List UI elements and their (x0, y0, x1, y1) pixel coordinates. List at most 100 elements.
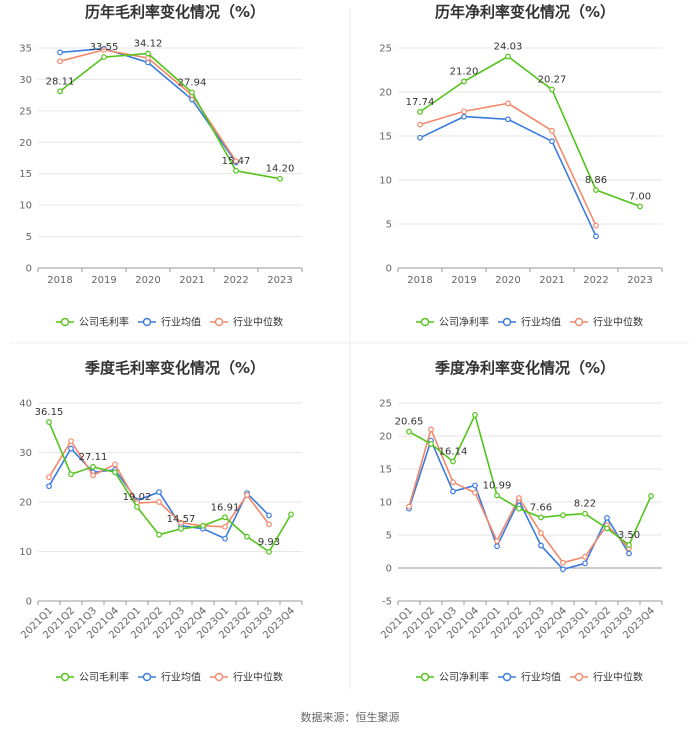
annual-net-margin-chart: 历年净利率变化情况（%） 0 5 10 15 20 25 2018 2019 2020 2021 20… (379, 3, 663, 329)
data-label: 27.11 (79, 452, 108, 463)
legend-item-median[interactable]: 行业中位数 (570, 671, 643, 684)
data-point-company (450, 458, 456, 465)
data-point-average (560, 566, 566, 573)
data-point-company (472, 411, 478, 418)
legend-item-company[interactable]: 公司毛利率 (56, 316, 129, 329)
x-tick-label: 2018 (407, 275, 432, 286)
data-point-median (266, 521, 272, 528)
data-point-median (505, 100, 511, 107)
legend-item-median[interactable]: 行业中位数 (210, 671, 283, 684)
x-tick-label: 2019 (451, 275, 476, 286)
legend-swatch-marker (60, 672, 70, 682)
legend-label: 行业均值 (161, 316, 201, 329)
chart-title: 历年净利率变化情况（%） (435, 3, 615, 21)
data-point-company (222, 514, 228, 521)
series-line-company (59, 52, 281, 180)
data-point-average (626, 550, 632, 557)
y-tick-label: 10 (379, 176, 392, 187)
data-point-median (593, 222, 599, 229)
data-label: 36.15 (35, 407, 64, 418)
data-point-median (494, 538, 500, 544)
data-point-average (538, 542, 544, 549)
y-tick-label: 0 (386, 564, 392, 575)
data-point-median (461, 108, 467, 115)
data-label: 10.99 (483, 480, 512, 491)
y-tick-label: 20 (19, 138, 32, 149)
data-point-company (516, 505, 522, 512)
x-tick-label: 2019 (91, 275, 116, 286)
legend-label: 公司毛利率 (79, 316, 129, 329)
data-point-median (450, 479, 456, 486)
legend-item-company[interactable]: 公司净利率 (416, 316, 489, 329)
data-point-company (57, 88, 63, 95)
x-tick-label: 2022 (583, 275, 608, 286)
legend-label: 公司毛利率 (79, 671, 129, 684)
data-point-median (68, 438, 74, 445)
legend-item-company[interactable]: 公司毛利率 (56, 671, 129, 684)
legend-swatch-marker (502, 317, 512, 327)
data-point-median (406, 503, 412, 510)
legend-item-company[interactable]: 公司净利率 (416, 671, 489, 684)
data-point-average (472, 482, 478, 489)
x-tick-label: 2023 (267, 275, 292, 286)
data-point-average (417, 134, 423, 141)
y-tick-label: 5 (26, 232, 32, 243)
legend-swatch-marker (214, 317, 224, 327)
data-point-company (582, 510, 588, 517)
data-point-company (145, 50, 151, 57)
legend-swatch-marker (142, 317, 152, 327)
legend-item-average[interactable]: 行业均值 (498, 671, 561, 684)
y-tick-label: 0 (26, 264, 32, 275)
data-point-company (560, 512, 566, 519)
x-tick-label: 2018 (47, 275, 72, 286)
legend-item-median[interactable]: 行业中位数 (210, 316, 283, 329)
data-point-average (68, 445, 74, 452)
legend-item-average[interactable]: 行业均值 (498, 316, 561, 329)
data-point-median (417, 121, 423, 128)
chart-title: 季度毛利率变化情况（%） (85, 359, 265, 377)
data-point-company (593, 187, 599, 193)
data-point-company (604, 525, 610, 532)
data-point-median (90, 472, 96, 479)
legend-label: 行业均值 (521, 671, 561, 684)
data-label: 3.50 (618, 530, 640, 541)
data-point-company (637, 203, 643, 210)
y-tick-label: 10 (19, 547, 32, 558)
data-point-average (46, 483, 52, 490)
y-tick-label: 25 (379, 399, 392, 410)
legend-item-average[interactable]: 行业均值 (138, 671, 201, 684)
data-label: 7.00 (629, 191, 651, 202)
data-point-average (604, 514, 610, 521)
data-point-average (582, 560, 588, 567)
data-point-median (233, 158, 239, 165)
data-point-company (538, 514, 544, 521)
y-tick-label: 20 (379, 432, 392, 443)
data-point-median (516, 495, 522, 501)
legend-label: 公司净利率 (439, 316, 489, 329)
legend-item-average[interactable]: 行业均值 (138, 316, 201, 329)
data-point-company (288, 511, 294, 518)
legend-item-median[interactable]: 行业中位数 (570, 316, 643, 329)
legend-label: 行业均值 (161, 671, 201, 684)
data-point-company (417, 108, 423, 115)
y-tick-label: 15 (19, 169, 32, 180)
legend-label: 公司净利率 (439, 671, 489, 684)
data-point-average (266, 512, 272, 519)
data-point-median (538, 530, 544, 536)
data-point-median (549, 127, 555, 134)
data-label: 17.74 (406, 97, 435, 108)
x-tick-label: 2020 (135, 275, 160, 286)
legend-swatch-marker (574, 317, 584, 327)
data-point-average (593, 233, 599, 240)
data-point-average (156, 489, 162, 496)
y-tick-label: 25 (19, 106, 32, 117)
legend-swatch-marker (60, 317, 70, 327)
y-tick-label: 30 (19, 75, 32, 86)
legend-swatch-marker (214, 672, 224, 682)
data-point-company (233, 167, 239, 174)
y-tick-label: 15 (379, 465, 392, 476)
legend-label: 行业中位数 (593, 316, 643, 329)
legend-label: 行业均值 (521, 316, 561, 329)
data-label: 15.47 (222, 156, 251, 167)
